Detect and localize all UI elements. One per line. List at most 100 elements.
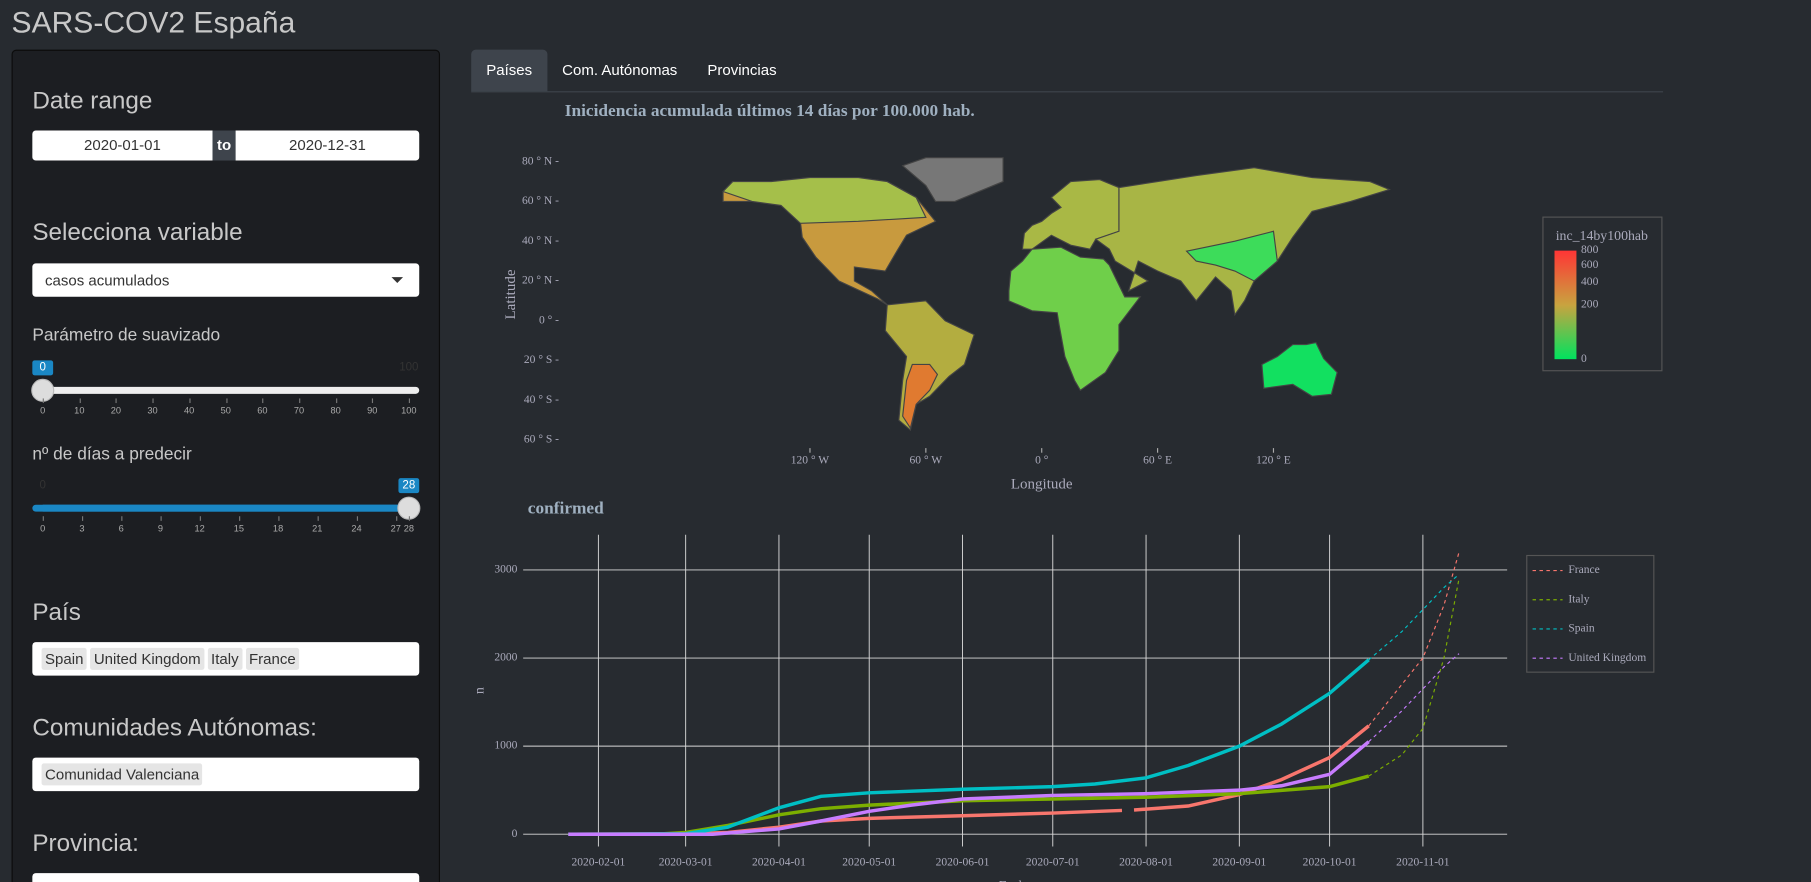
x-tick-label: 2020-06-01 — [936, 856, 990, 868]
slider-tick-label: 80 — [330, 405, 341, 416]
tag[interactable]: United Kingdom — [90, 647, 205, 670]
slider-tick — [42, 516, 44, 521]
series-line — [568, 740, 1370, 836]
slider-tick — [408, 516, 410, 521]
slider-knob[interactable] — [397, 496, 421, 520]
colorbar-tick-label: 0 — [1581, 353, 1587, 365]
y-tick-label: 20 ° S - — [524, 354, 559, 366]
slider-tick — [115, 398, 118, 404]
y-tick-label: 0 ° - — [539, 314, 559, 326]
tag[interactable]: Italy — [207, 647, 243, 670]
x-tick-label: 60 ° E — [1143, 454, 1172, 466]
country-shape — [1021, 179, 1120, 250]
x-tick-label: 120 ° E — [1256, 454, 1291, 466]
slider-tick-label: 24 — [351, 523, 362, 534]
slider-tick-label: 40 — [184, 405, 195, 416]
slider-value: 0 — [32, 360, 54, 376]
slider-tick — [121, 516, 123, 521]
tag[interactable]: Comunidad Valenciana — [41, 763, 203, 786]
slider-tick — [42, 398, 44, 404]
slider-fill — [42, 504, 409, 512]
variable-select[interactable]: casos acumulados — [32, 263, 420, 297]
slider-tick — [298, 398, 301, 404]
smoothing-label: Parámetro de suavizado — [32, 325, 221, 346]
slider-tick — [225, 398, 227, 404]
tag[interactable]: France — [245, 647, 300, 670]
slider-tick-label: 3 — [79, 523, 85, 534]
charts: Inicidencia acumulada últimos 14 días po… — [472, 101, 1663, 882]
date-end-input[interactable]: 2020-12-31 — [235, 130, 420, 161]
x-tick-label: 2020-11-01 — [1396, 856, 1450, 868]
colorbar-frame — [1542, 216, 1663, 372]
slider-tick-label: 6 — [118, 523, 124, 534]
tab[interactable]: Provincias — [707, 61, 777, 79]
legend-label: France — [1568, 564, 1599, 576]
chart-title: confirmed — [528, 498, 604, 517]
legend-frame — [1526, 554, 1655, 673]
slider-tick — [278, 516, 280, 521]
sidebar — [11, 49, 441, 882]
app-title: SARS-COV2 España — [11, 4, 296, 40]
slider-tick-label: 0 — [40, 405, 46, 416]
x-tick-label: 2020-08-01 — [1119, 856, 1173, 868]
slider-tick-label: 100 — [401, 405, 417, 416]
country-shape — [1261, 341, 1338, 397]
legend-label: Spain — [1568, 623, 1595, 635]
country-shape — [1008, 246, 1142, 392]
y-tick-label: 60 ° S - — [524, 434, 559, 446]
slider-tick — [238, 516, 241, 521]
country-shape — [1185, 230, 1278, 282]
colorbar-tick-label: 600 — [1581, 259, 1599, 271]
slider-tick-label: 12 — [194, 523, 205, 534]
slider-tick — [335, 398, 337, 404]
slider-tick — [408, 398, 410, 404]
x-tick-label: 2020-05-01 — [842, 856, 896, 868]
slider-max: 100 — [399, 361, 419, 375]
colorbar-tick-label: 400 — [1581, 276, 1599, 288]
tab[interactable]: Com. Autónomas — [562, 61, 678, 79]
slider-tick-label: 60 — [257, 405, 268, 416]
country-label: País — [32, 599, 81, 626]
y-axis-title: Latitude — [503, 269, 519, 319]
slider-tick — [189, 398, 191, 404]
province-select[interactable] — [32, 873, 420, 882]
slider-tick-label: 18 — [272, 523, 284, 534]
date-start-input[interactable]: 2020-01-01 — [32, 130, 213, 161]
variable-value: casos acumulados — [45, 271, 170, 289]
tab[interactable]: Países — [471, 49, 548, 92]
forecast-line — [1368, 573, 1460, 661]
slider-tick-label: 9 — [157, 523, 163, 534]
x-tick-label: 2020-02-01 — [571, 856, 625, 868]
slider-tick-label: 30 — [147, 405, 158, 416]
slider-tick-label: 10 — [74, 405, 85, 416]
y-tick-label: 20 ° N - — [522, 275, 559, 287]
slider-tick-label: 27 — [390, 523, 401, 534]
x-tick-label: 2020-09-01 — [1212, 856, 1266, 868]
map-title: Inicidencia acumulada últimos 14 días po… — [565, 101, 975, 120]
country-select[interactable]: Spain United Kingdom Italy France — [32, 642, 420, 676]
forecast-line — [1368, 653, 1460, 743]
slider-tick-label: 28 — [403, 523, 414, 534]
slider-tick-label: 50 — [220, 405, 231, 416]
forecast-line — [1368, 578, 1460, 777]
tab-bar: Países Com. Autónomas Provincias — [471, 49, 791, 92]
slider-tick — [199, 516, 201, 521]
slider-tick-label: 90 — [367, 405, 378, 416]
y-tick-label: 40 ° S - — [524, 394, 559, 406]
slider-tick — [79, 398, 81, 404]
y-axis-title: n — [472, 687, 487, 694]
colorbar-title: inc_14by100hab — [1556, 228, 1648, 243]
tag[interactable]: Spain — [41, 647, 87, 670]
slider-tick — [395, 516, 397, 521]
legend-label: United Kingdom — [1568, 652, 1646, 664]
series-line — [568, 774, 1370, 836]
province-label: Provincia: — [32, 830, 139, 857]
region-select[interactable]: Comunidad Valenciana — [32, 757, 420, 792]
date-separator: to — [212, 130, 236, 161]
y-tick-label: 2000 — [494, 652, 517, 664]
y-tick-label: 3000 — [494, 564, 517, 576]
date-range-label: Date range — [32, 87, 153, 115]
slider-tick — [262, 398, 264, 404]
slider-tick — [81, 516, 84, 521]
x-tick-label: 2020-10-01 — [1303, 856, 1357, 868]
